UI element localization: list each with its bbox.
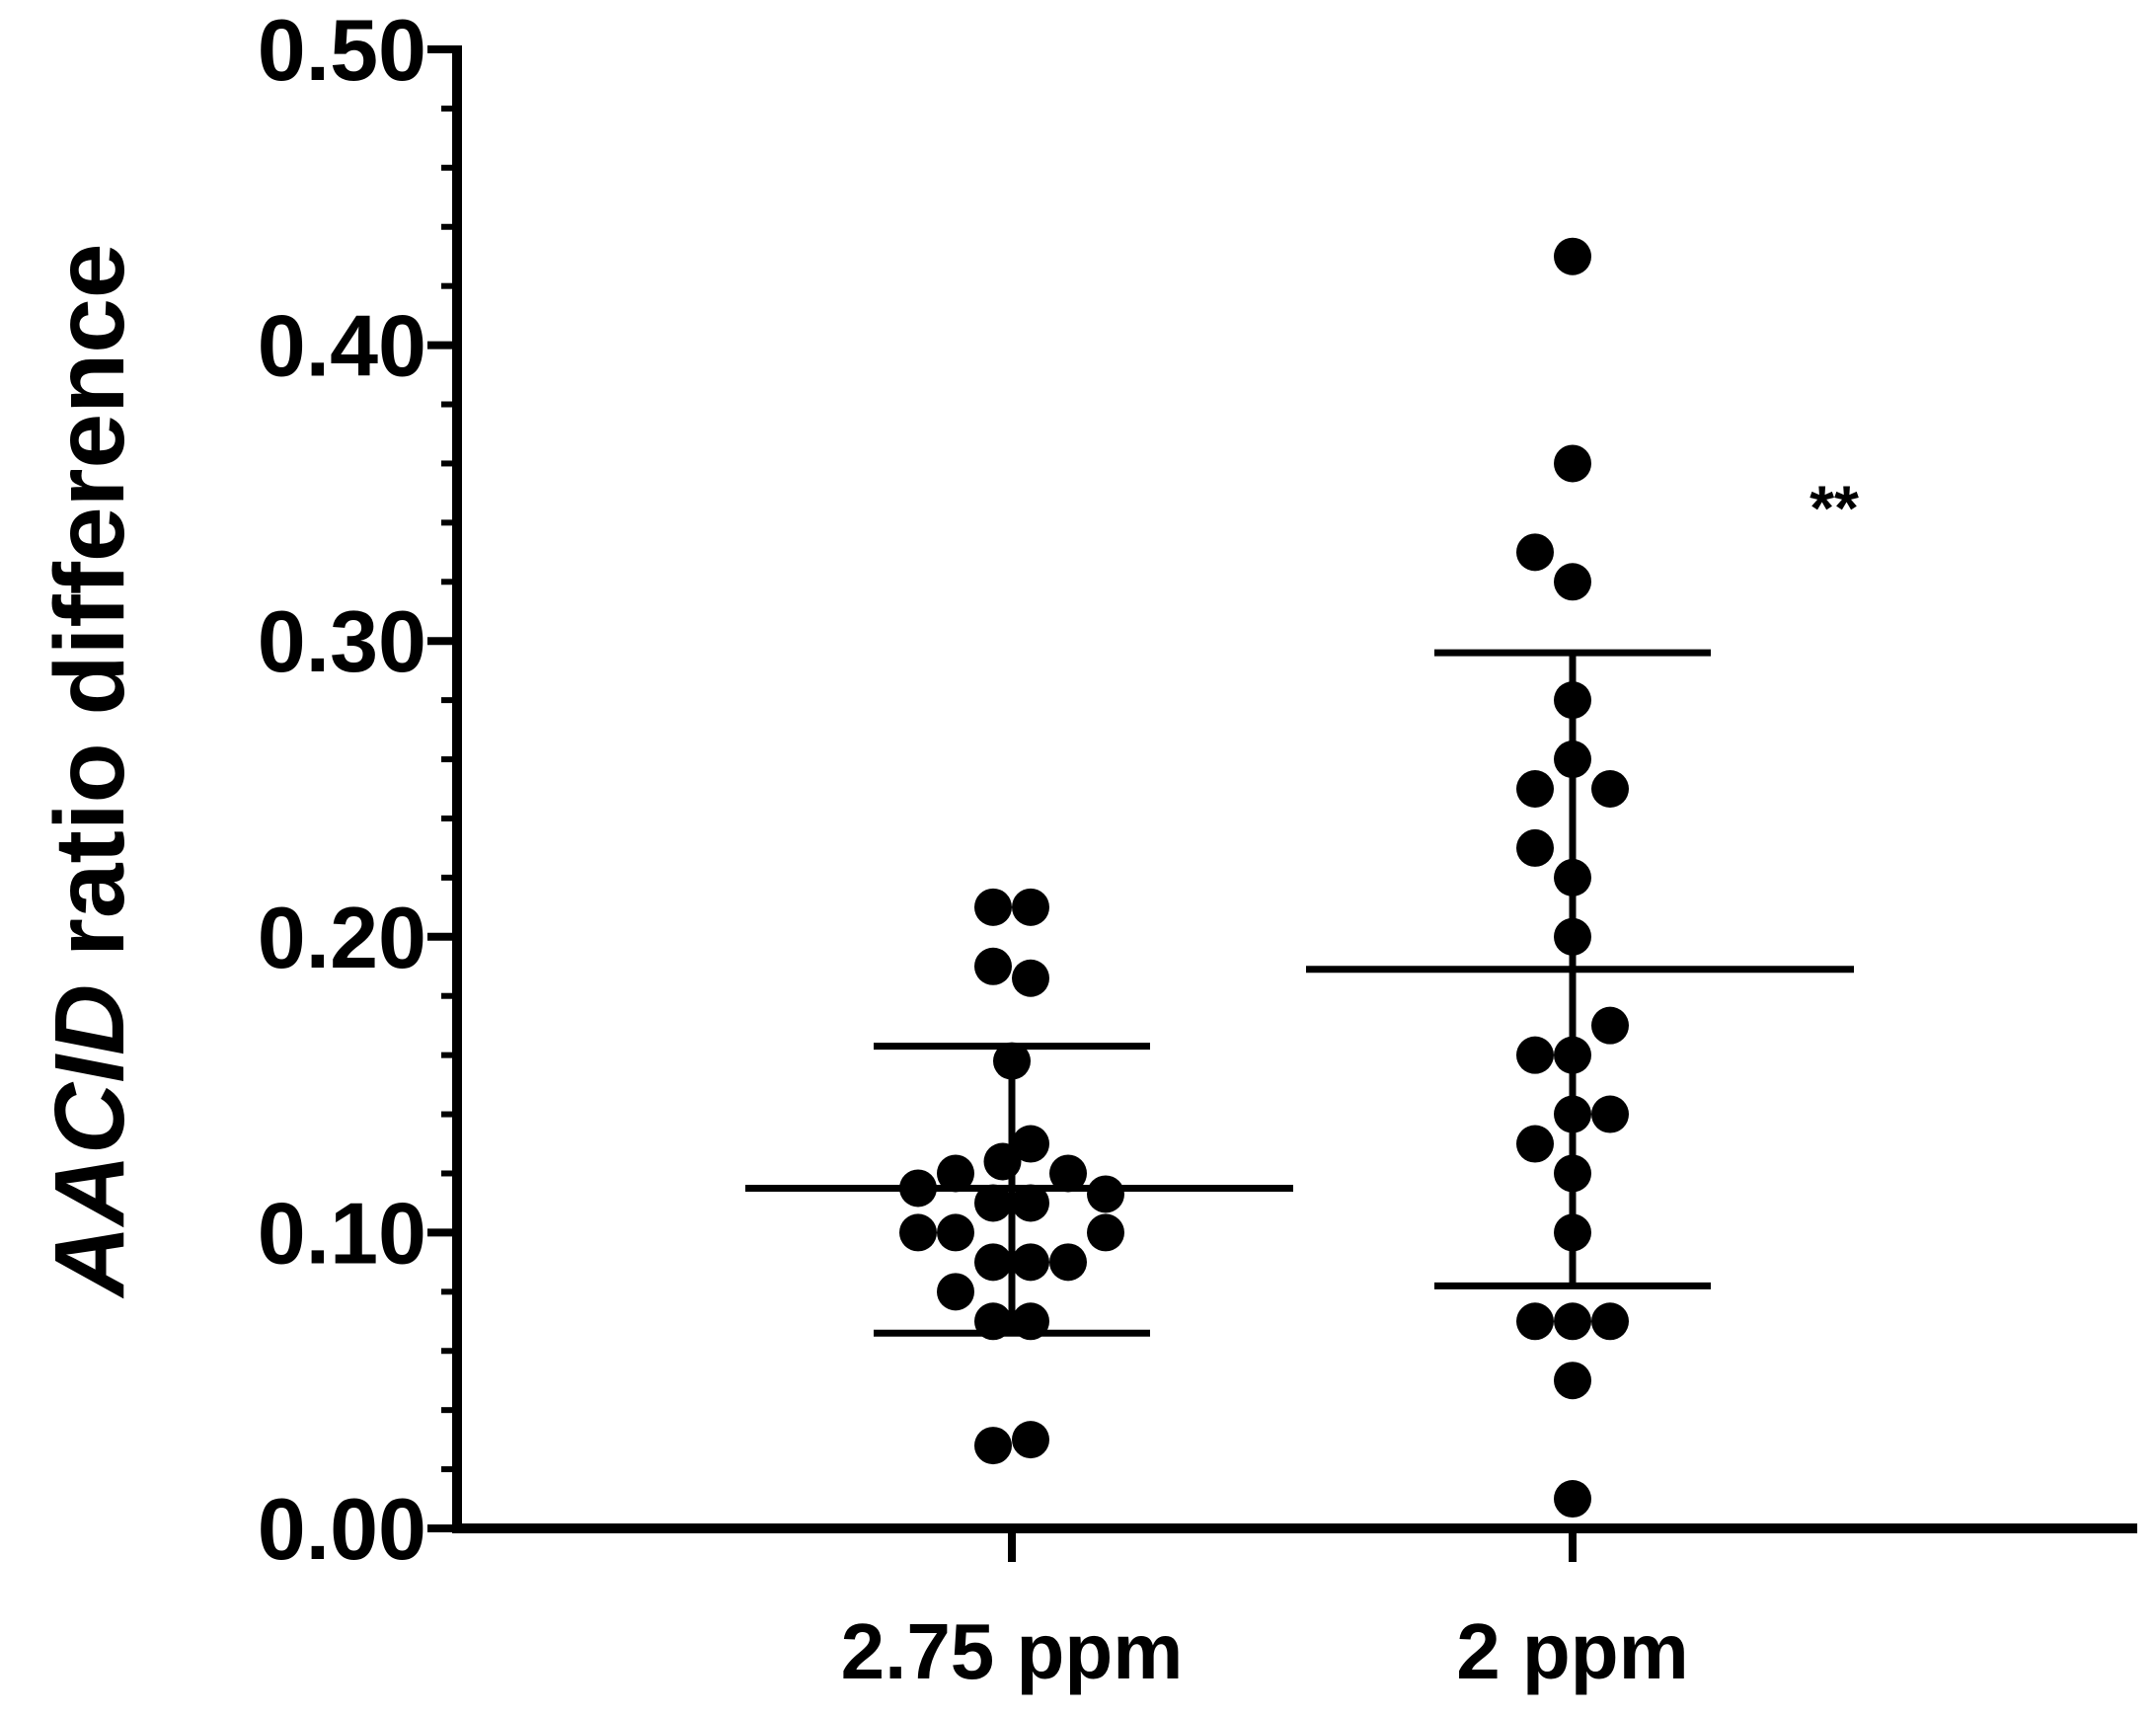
data-point: [1516, 828, 1554, 867]
y-axis-title-rest: ratio difference: [35, 244, 145, 984]
mean-sd-bars: [745, 649, 1854, 1337]
data-point: [937, 1273, 974, 1311]
data-point: [1012, 1243, 1049, 1282]
data-point: [974, 947, 1012, 985]
data-point: [1049, 1154, 1087, 1193]
data-point: [1554, 1480, 1591, 1519]
data-point: [974, 1243, 1012, 1282]
y-ticks: 0.00 0.10 0.20 0.30 0.40 0.50: [258, 1, 457, 1578]
data-point: [1591, 1006, 1629, 1045]
data-point: [1554, 1362, 1591, 1400]
data-point: [974, 888, 1012, 926]
data-point: [1554, 563, 1591, 601]
data-point: [899, 1213, 937, 1252]
data-point: [1087, 1213, 1124, 1252]
y-tick-label: 0.30: [258, 592, 426, 690]
data-point: [937, 1213, 974, 1252]
data-point: [1554, 444, 1591, 483]
axes: [452, 45, 2137, 1533]
data-point: [983, 1142, 1022, 1181]
y-tick-label: 0.40: [258, 297, 426, 395]
y-tick-label: 0.10: [258, 1184, 426, 1282]
data-point: [1516, 1036, 1554, 1074]
data-point: [1591, 1095, 1629, 1133]
data-point: [1012, 1184, 1049, 1222]
data-point: [1012, 1125, 1049, 1163]
y-tick-label: 0.50: [258, 1, 426, 99]
data-point: [1554, 1302, 1591, 1341]
x-tick-label: 2.75 ppm: [841, 1607, 1184, 1695]
data-point: [1516, 1125, 1554, 1163]
data-point: [1087, 1175, 1124, 1213]
y-tick-label: 0.00: [258, 1480, 426, 1578]
data-points: [899, 237, 1629, 1519]
data-point: [1591, 1302, 1629, 1341]
x-ticks: 2.75 ppm 2 ppm: [841, 1528, 1689, 1695]
significance-annotation: **: [1810, 472, 1859, 543]
data-point: [974, 1184, 1012, 1222]
data-point: [974, 1427, 1012, 1465]
data-point: [937, 1154, 974, 1193]
data-point: [1012, 888, 1049, 926]
data-point: [1012, 959, 1049, 997]
data-point: [1049, 1243, 1087, 1282]
y-axis-title: AACID ratio difference: [35, 244, 145, 1300]
annotations: **: [1810, 472, 1859, 543]
y-axis-title-italic: AACID: [35, 984, 145, 1300]
data-point: [1012, 1421, 1049, 1459]
x-tick-label: 2 ppm: [1456, 1607, 1689, 1695]
data-point: [1516, 1302, 1554, 1341]
data-point: [1591, 770, 1629, 808]
data-point: [1554, 237, 1591, 275]
data-point: [1516, 770, 1554, 808]
data-point: [1516, 533, 1554, 572]
y-tick-label: 0.20: [258, 889, 426, 986]
